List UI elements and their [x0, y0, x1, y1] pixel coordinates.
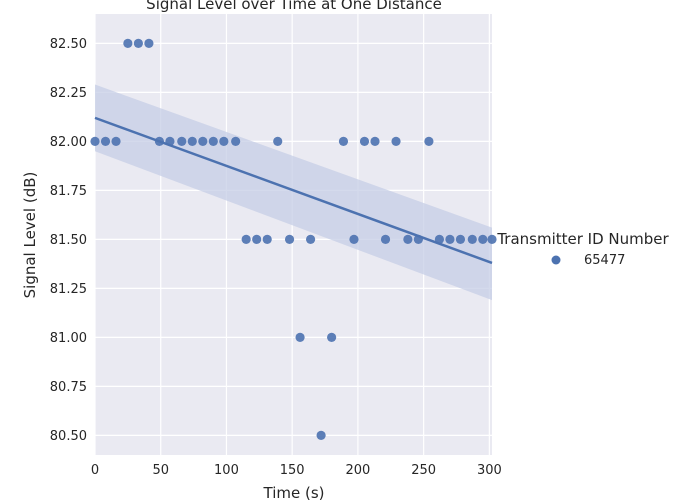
x-tick-label: 100: [214, 463, 239, 478]
data-point: [424, 136, 434, 146]
y-tick-label: 81.75: [50, 184, 87, 199]
y-tick-label: 82.25: [50, 86, 87, 101]
data-point: [467, 234, 477, 244]
data-point: [391, 136, 401, 146]
y-tick-label: 82.50: [50, 37, 87, 52]
data-point: [455, 234, 466, 244]
data-point: [165, 136, 175, 146]
chart-title: Signal Level over Time at One Distance: [146, 0, 442, 13]
data-point: [380, 234, 391, 244]
data-point: [177, 136, 187, 146]
x-tick-label: 0: [91, 463, 99, 478]
data-point: [327, 332, 337, 342]
data-point: [111, 136, 121, 146]
data-point: [241, 234, 251, 244]
x-tick-label: 300: [477, 463, 502, 478]
data-point: [478, 234, 488, 244]
data-point: [252, 234, 262, 244]
data-point: [90, 136, 100, 146]
x-axis-label: Time (s): [263, 484, 325, 500]
data-point: [284, 234, 295, 244]
y-tick-label: 81.00: [50, 331, 87, 346]
data-point: [231, 136, 241, 146]
data-point: [154, 136, 165, 146]
x-tick-label: 50: [152, 463, 169, 478]
data-point: [338, 136, 349, 146]
x-tick-label: 250: [411, 463, 436, 478]
data-point: [144, 38, 154, 49]
data-point: [445, 234, 455, 244]
legend-marker: [551, 255, 561, 265]
data-point: [295, 332, 305, 342]
legend: Transmitter ID Number 65477: [496, 230, 669, 268]
y-tick-label: 82.00: [50, 135, 87, 150]
data-point: [370, 136, 380, 146]
data-point: [123, 38, 133, 49]
y-axis-label: Signal Level (dB): [21, 172, 39, 299]
data-point: [198, 136, 208, 146]
x-tick-labels: 0 50 100 150 200 250 300: [91, 463, 502, 478]
data-point: [262, 234, 272, 244]
data-point: [219, 136, 229, 146]
data-point: [187, 136, 197, 146]
data-point: [403, 234, 413, 244]
y-tick-label: 80.75: [50, 380, 87, 395]
x-tick-label: 150: [280, 463, 305, 478]
data-point: [349, 234, 359, 244]
data-point: [359, 136, 370, 146]
y-tick-label: 81.25: [50, 282, 87, 297]
y-tick-labels: 80.50 80.75 81.00 81.25 81.50 81.75 82.00 82.25…: [50, 37, 87, 444]
data-point: [208, 136, 218, 146]
data-point: [413, 234, 423, 244]
x-tick-label: 200: [345, 463, 370, 478]
data-point: [273, 136, 283, 146]
data-point: [133, 38, 143, 49]
grid-lines: [94, 14, 492, 455]
y-tick-label: 81.50: [50, 233, 87, 248]
data-point: [305, 234, 316, 244]
data-points: [90, 38, 497, 440]
data-point: [434, 234, 445, 244]
legend-title: Transmitter ID Number: [496, 230, 669, 248]
y-tick-label: 80.50: [50, 429, 87, 444]
data-point: [316, 430, 326, 440]
data-point: [487, 234, 497, 244]
legend-entry-label: 65477: [584, 253, 625, 268]
data-point: [100, 136, 111, 146]
